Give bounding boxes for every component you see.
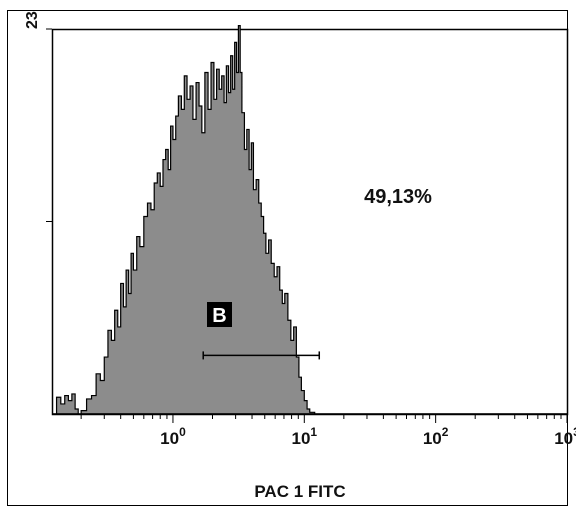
- x-tick-label: 103: [554, 425, 576, 448]
- histogram-area: [52, 25, 567, 415]
- gate-label-box: [207, 302, 232, 327]
- y-tick-label: 23: [24, 11, 41, 29]
- x-tick-label: 100: [160, 425, 186, 448]
- x-axis-title: PAC 1 FITC: [254, 482, 345, 501]
- gate-label: B: [212, 305, 226, 327]
- x-tick-label: 101: [291, 425, 317, 448]
- percent-label: 49,13%: [364, 186, 432, 208]
- x-tick-label: 102: [423, 425, 449, 448]
